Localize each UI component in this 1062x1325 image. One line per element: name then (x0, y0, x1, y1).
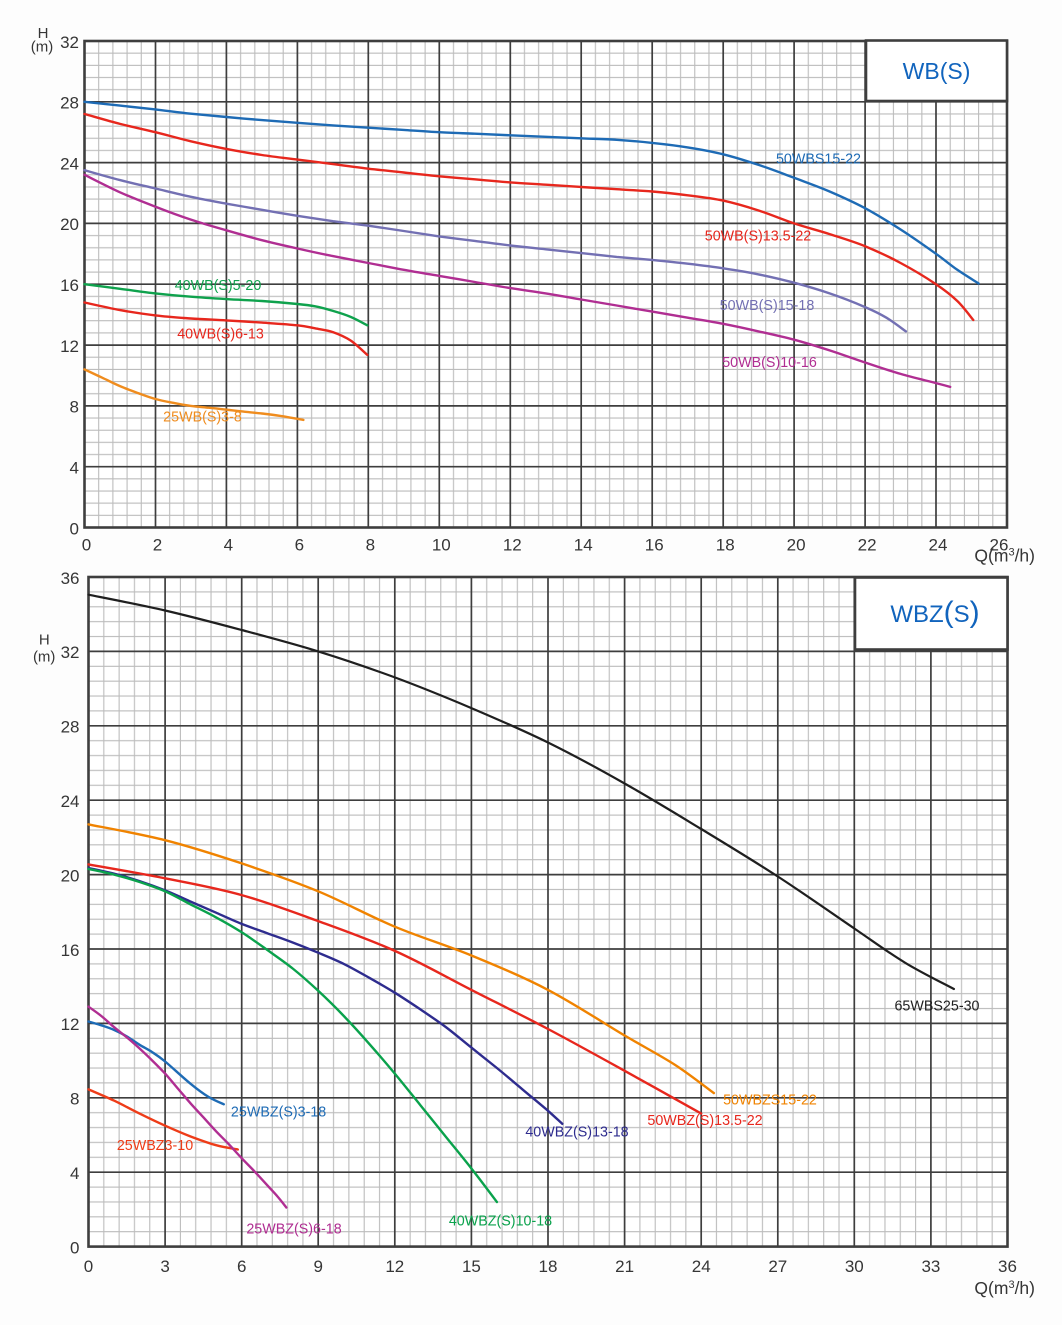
svg-text:18: 18 (539, 1257, 558, 1276)
svg-text:12: 12 (60, 337, 79, 356)
svg-text:30: 30 (845, 1257, 864, 1276)
svg-text:8: 8 (366, 536, 375, 555)
svg-text:Q(m3/h): Q(m3/h) (974, 546, 1035, 566)
svg-text:36: 36 (998, 1257, 1017, 1276)
svg-text:20: 20 (60, 215, 79, 234)
svg-text:21: 21 (615, 1257, 634, 1276)
svg-text:40WB(S)6-13: 40WB(S)6-13 (177, 327, 264, 343)
svg-text:32: 32 (61, 643, 80, 662)
svg-text:24: 24 (929, 536, 948, 555)
svg-text:65WBS25-30: 65WBS25-30 (894, 999, 979, 1015)
svg-text:Q(m3/h): Q(m3/h) (974, 1278, 1035, 1298)
svg-text:18: 18 (716, 536, 735, 555)
svg-text:25WBZ3-10: 25WBZ3-10 (117, 1138, 193, 1154)
svg-text:40WBZ(S)10-18: 40WBZ(S)10-18 (449, 1214, 552, 1230)
svg-text:50WB(S)15-18: 50WB(S)15-18 (720, 298, 815, 314)
svg-text:15: 15 (462, 1257, 481, 1276)
svg-text:24: 24 (60, 154, 79, 173)
svg-text:9: 9 (313, 1257, 322, 1276)
svg-text:33: 33 (921, 1257, 940, 1276)
svg-text:36: 36 (61, 569, 80, 588)
svg-text:27: 27 (768, 1257, 787, 1276)
svg-text:50WBZS15-22: 50WBZS15-22 (723, 1093, 817, 1109)
svg-text:50WBZ(S)13.5-22: 50WBZ(S)13.5-22 (647, 1113, 762, 1129)
svg-text:(m): (m) (33, 649, 56, 666)
svg-text:6: 6 (295, 536, 304, 555)
svg-text:25WBZ(S)6-18: 25WBZ(S)6-18 (246, 1222, 341, 1238)
svg-text:50WB(S)10-16: 50WB(S)10-16 (722, 355, 817, 371)
svg-text:2: 2 (153, 536, 162, 555)
svg-text:H: H (39, 632, 50, 649)
svg-text:22: 22 (858, 536, 877, 555)
svg-text:14: 14 (574, 536, 593, 555)
svg-text:(m): (m) (31, 39, 54, 56)
svg-text:50WB(S)13.5-22: 50WB(S)13.5-22 (705, 229, 812, 245)
svg-text:WBZ(S): WBZ(S) (890, 596, 979, 629)
svg-text:8: 8 (70, 398, 79, 417)
svg-text:H: H (38, 25, 49, 42)
svg-text:6: 6 (237, 1257, 246, 1276)
svg-text:20: 20 (61, 866, 80, 885)
svg-text:4: 4 (70, 459, 79, 478)
svg-text:4: 4 (224, 536, 233, 555)
svg-text:24: 24 (692, 1257, 711, 1276)
svg-text:40WBZ(S)13-18: 40WBZ(S)13-18 (525, 1125, 628, 1141)
svg-text:10: 10 (432, 536, 451, 555)
svg-text:8: 8 (70, 1090, 79, 1109)
svg-text:28: 28 (60, 94, 79, 113)
svg-text:16: 16 (645, 536, 664, 555)
svg-text:3: 3 (160, 1257, 169, 1276)
svg-text:16: 16 (61, 941, 80, 960)
svg-text:0: 0 (70, 519, 79, 538)
svg-text:0: 0 (70, 1238, 79, 1257)
svg-text:50WBS15-22: 50WBS15-22 (776, 152, 861, 168)
svg-text:0: 0 (84, 1257, 93, 1276)
svg-text:WB(S): WB(S) (903, 58, 971, 84)
svg-text:12: 12 (385, 1257, 404, 1276)
svg-text:16: 16 (60, 276, 79, 295)
svg-text:4: 4 (70, 1164, 79, 1183)
svg-text:26: 26 (990, 536, 1009, 555)
svg-text:28: 28 (61, 718, 80, 737)
svg-text:24: 24 (61, 792, 80, 811)
svg-text:12: 12 (503, 536, 522, 555)
svg-text:32: 32 (60, 33, 79, 52)
svg-text:25WB(S)3-8: 25WB(S)3-8 (163, 410, 242, 426)
svg-text:12: 12 (61, 1015, 80, 1034)
svg-text:25WBZ(S)3-18: 25WBZ(S)3-18 (231, 1105, 326, 1121)
svg-text:40WB(S)5-20: 40WB(S)5-20 (175, 278, 262, 294)
svg-text:20: 20 (787, 536, 806, 555)
svg-text:0: 0 (82, 536, 91, 555)
